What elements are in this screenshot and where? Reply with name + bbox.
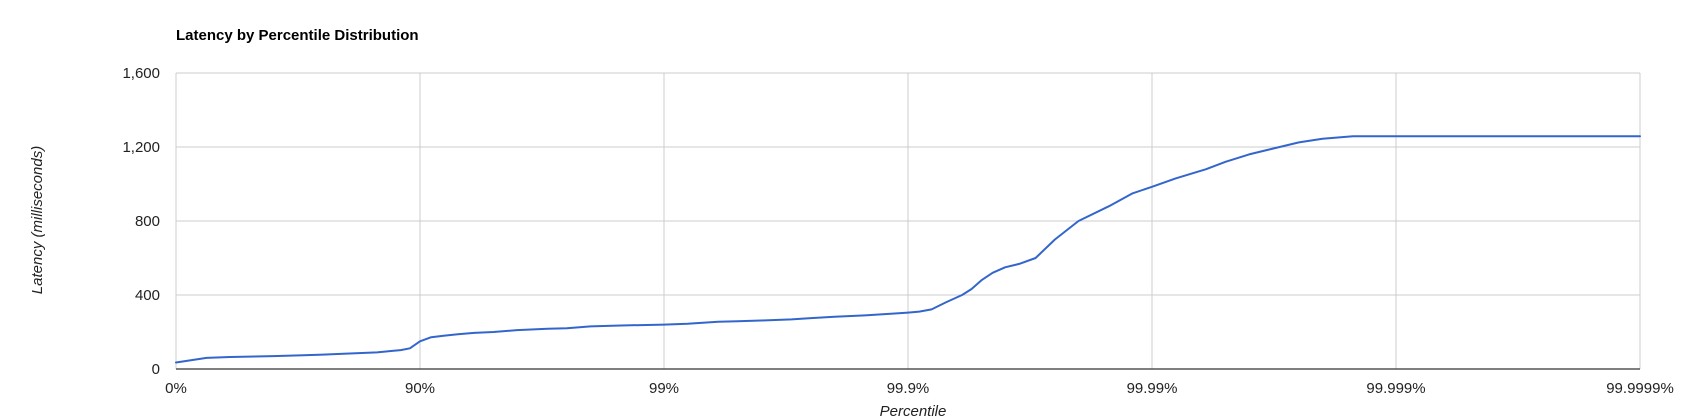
series-layer: [175, 135, 1641, 364]
grid-lines: [175, 72, 1641, 370]
x-axis-ticks: 0% 90% 99% 99.9% 99.99% 99.999% 99.9999%: [165, 380, 1674, 397]
y-tick-label: 800: [135, 213, 160, 230]
x-axis-title: Percentile: [880, 403, 947, 420]
y-tick-label: 400: [135, 287, 160, 304]
x-tick-label: 90%: [405, 380, 435, 397]
y-tick-label: 1,600: [122, 65, 160, 82]
chart-title: Latency by Percentile Distribution: [176, 27, 419, 44]
x-tick-label: 99.99%: [1127, 380, 1178, 397]
y-tick-label: 0: [152, 361, 160, 378]
series-line-0: [175, 135, 1641, 364]
x-tick-label: 99.9999%: [1606, 380, 1674, 397]
x-tick-label: 99%: [649, 380, 679, 397]
x-tick-label: 99.9%: [887, 380, 930, 397]
y-tick-label: 1,200: [122, 139, 160, 156]
x-tick-label: 0%: [165, 380, 187, 397]
y-axis-ticks: 0 400 800 1,200 1,600: [122, 65, 160, 378]
x-tick-label: 99.999%: [1366, 380, 1425, 397]
y-axis-title: Latency (milliseconds): [29, 146, 46, 294]
